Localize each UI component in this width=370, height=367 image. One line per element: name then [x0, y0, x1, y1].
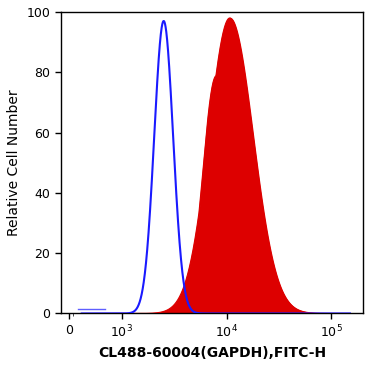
Y-axis label: Relative Cell Number: Relative Cell Number: [7, 90, 21, 236]
X-axis label: CL488-60004(GAPDH),FITC-H: CL488-60004(GAPDH),FITC-H: [98, 346, 326, 360]
